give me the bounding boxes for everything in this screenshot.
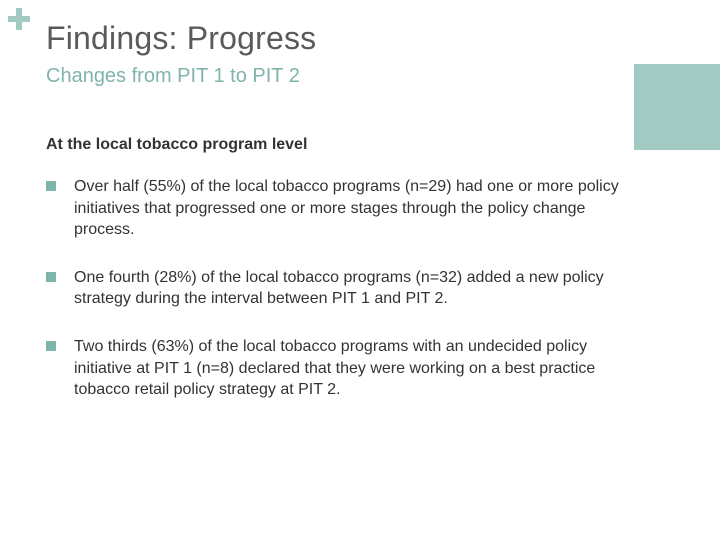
plus-icon	[6, 6, 32, 32]
list-item: Over half (55%) of the local tobacco pro…	[46, 176, 636, 241]
bullet-list: Over half (55%) of the local tobacco pro…	[46, 176, 674, 401]
slide-title: Findings: Progress	[46, 20, 674, 57]
section-heading: At the local tobacco program level	[46, 136, 674, 154]
list-item: Two thirds (63%) of the local tobacco pr…	[46, 336, 636, 401]
slide-subtitle: Changes from PIT 1 to PIT 2	[46, 65, 674, 88]
list-item: One fourth (28%) of the local tobacco pr…	[46, 267, 636, 310]
slide-content: Findings: Progress Changes from PIT 1 to…	[46, 20, 674, 427]
